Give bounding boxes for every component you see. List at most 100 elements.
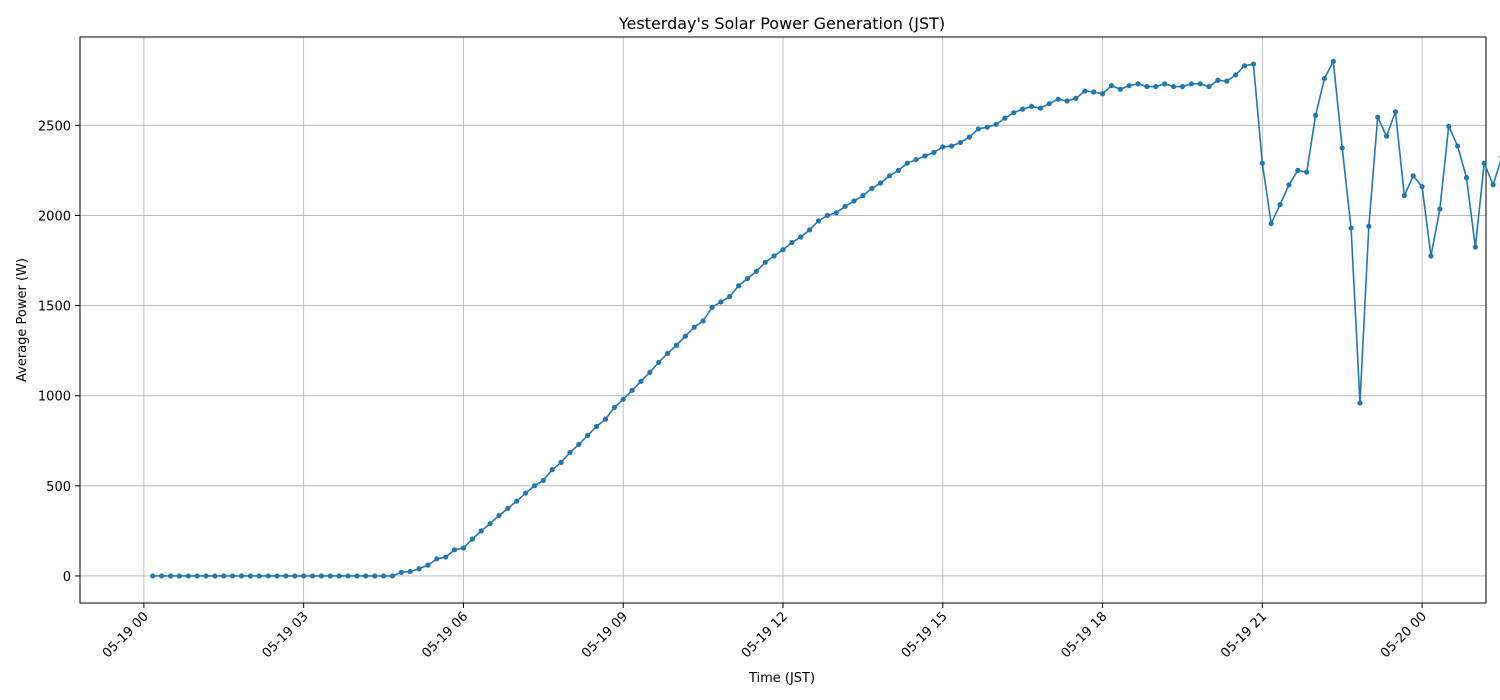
data-point bbox=[842, 203, 848, 210]
data-point bbox=[922, 153, 928, 159]
data-point bbox=[1064, 98, 1070, 104]
data-point bbox=[807, 227, 813, 233]
data-point bbox=[256, 573, 262, 579]
data-point bbox=[957, 139, 964, 146]
data-point bbox=[665, 350, 671, 356]
data-point bbox=[1162, 81, 1168, 87]
data-point bbox=[514, 498, 520, 504]
data-point bbox=[1037, 105, 1044, 111]
data-point bbox=[620, 396, 626, 402]
data-point bbox=[425, 562, 431, 568]
data-point bbox=[931, 149, 937, 155]
data-point bbox=[753, 268, 759, 274]
data-point bbox=[975, 126, 981, 132]
data-point bbox=[1304, 169, 1310, 175]
data-point bbox=[736, 283, 742, 289]
data-point bbox=[451, 547, 458, 553]
data-point bbox=[443, 554, 449, 560]
data-point bbox=[611, 404, 617, 411]
data-point bbox=[1295, 167, 1301, 173]
data-point bbox=[487, 521, 493, 527]
data-point bbox=[762, 259, 768, 265]
data-point bbox=[1419, 184, 1425, 190]
data-point bbox=[1481, 160, 1487, 166]
data-point bbox=[1179, 83, 1186, 90]
data-point bbox=[904, 160, 910, 166]
data-point bbox=[212, 573, 218, 579]
data-point bbox=[531, 483, 538, 489]
data-point bbox=[1286, 182, 1292, 188]
data-point bbox=[1233, 72, 1239, 78]
data-point bbox=[398, 569, 404, 575]
data-point bbox=[878, 180, 884, 186]
data-point bbox=[1108, 83, 1115, 89]
data-point bbox=[886, 173, 893, 179]
data-point bbox=[1215, 77, 1221, 83]
data-point bbox=[1126, 83, 1132, 89]
data-point bbox=[416, 566, 422, 572]
data-point bbox=[318, 573, 325, 579]
data-point bbox=[1375, 114, 1381, 120]
data-point bbox=[478, 528, 484, 534]
data-point bbox=[682, 333, 688, 339]
data-point bbox=[700, 318, 706, 324]
data-point bbox=[505, 505, 511, 511]
data-point bbox=[1312, 112, 1319, 119]
data-point bbox=[265, 573, 271, 579]
data-point bbox=[940, 144, 946, 150]
data-point bbox=[167, 573, 174, 579]
y-tick-label: 1500 bbox=[38, 300, 71, 315]
data-point bbox=[247, 573, 254, 579]
data-point bbox=[522, 490, 529, 496]
data-point bbox=[1490, 182, 1496, 188]
data-point bbox=[1028, 103, 1035, 109]
grid-lines bbox=[80, 37, 1486, 603]
data-point bbox=[780, 247, 786, 253]
data-point bbox=[363, 573, 369, 579]
data-point bbox=[1455, 143, 1461, 149]
data-point bbox=[585, 432, 591, 438]
data-point bbox=[1268, 220, 1274, 227]
data-point bbox=[727, 293, 733, 300]
data-point bbox=[718, 299, 724, 305]
data-point bbox=[1321, 75, 1328, 82]
data-point bbox=[949, 143, 955, 149]
data-point bbox=[469, 536, 475, 542]
data-point bbox=[1011, 110, 1017, 116]
data-point bbox=[1153, 83, 1159, 90]
data-point bbox=[913, 156, 919, 163]
data-point bbox=[1428, 253, 1434, 259]
data-point bbox=[221, 573, 227, 579]
data-point bbox=[1330, 58, 1336, 64]
data-point bbox=[1366, 223, 1372, 229]
data-point bbox=[789, 239, 795, 246]
data-point bbox=[1348, 225, 1354, 231]
data-point bbox=[567, 449, 573, 456]
data-point bbox=[345, 573, 351, 579]
y-tick-label: 1000 bbox=[38, 390, 71, 405]
data-point bbox=[815, 218, 822, 224]
data-point bbox=[629, 387, 635, 393]
data-point bbox=[771, 253, 777, 259]
data-point bbox=[1410, 173, 1416, 179]
data-point bbox=[647, 369, 653, 375]
data-point bbox=[230, 573, 236, 579]
data-point bbox=[354, 573, 360, 579]
data-point bbox=[709, 304, 715, 310]
data-point bbox=[150, 573, 156, 579]
data-point bbox=[984, 124, 990, 130]
data-point bbox=[656, 359, 662, 365]
data-point bbox=[824, 212, 830, 219]
data-point bbox=[1073, 95, 1079, 101]
series-layer bbox=[150, 58, 1500, 579]
data-point bbox=[1144, 83, 1150, 90]
x-axis-title: Time (JST) bbox=[748, 671, 815, 686]
data-point bbox=[576, 441, 582, 447]
data-point bbox=[185, 573, 191, 579]
y-tick-label: 500 bbox=[46, 480, 71, 495]
data-point bbox=[833, 210, 839, 216]
data-point bbox=[194, 573, 200, 579]
data-point bbox=[1241, 63, 1248, 69]
data-point bbox=[327, 573, 333, 579]
